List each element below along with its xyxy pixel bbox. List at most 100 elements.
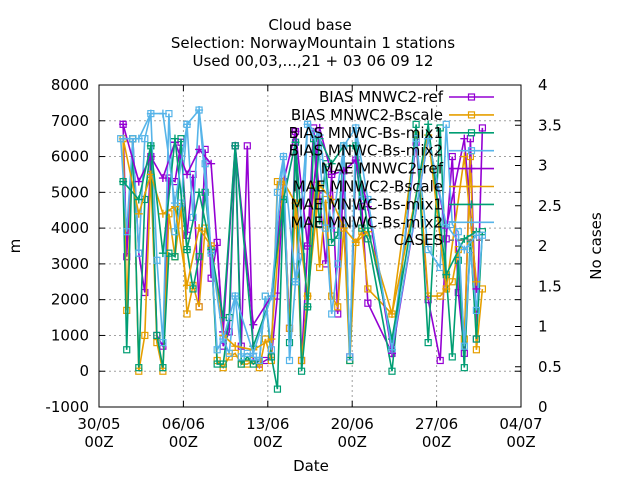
data-point [472,277,481,286]
legend-item: CASES [394,231,494,249]
data-point [183,281,192,290]
data-point [119,177,128,186]
data-point [153,331,161,340]
data-point [303,242,312,250]
data-point [364,285,372,293]
series-7 [119,106,481,358]
data-point [159,364,167,372]
y2-tick-label: 0.5 [538,358,562,376]
legend-marker [467,200,476,209]
x-tick-label: 06/06 [162,415,205,433]
data-point [472,335,480,343]
data-point [267,353,276,361]
data-point [460,152,469,161]
y2-tick-label: 1 [538,318,548,336]
data-point [146,141,155,150]
y2-tick-label: 2 [538,237,548,255]
data-point [237,360,245,368]
data-point [243,142,251,150]
data-point [291,277,300,286]
data-point [158,174,167,183]
legend-label: MAE MNWC-Bs-mix2 [290,213,443,231]
legend-item: MAE MNWC2-ref [321,160,494,178]
x-tick-label-time: 00Z [338,433,367,451]
data-point [460,342,468,350]
data-point [183,120,192,129]
data-point [436,356,444,365]
data-point [436,292,444,300]
data-point [339,166,348,175]
data-point [158,209,167,218]
legend-label: CASES [394,231,443,249]
legend-item: MAE MNWC2-Bscale [293,178,494,196]
legend-item: MAE MNWC-Bs-mix2 [290,213,494,231]
data-point [279,195,288,204]
data-point [387,309,396,318]
data-point [255,356,263,365]
data-point [267,292,276,301]
data-point [158,109,167,118]
legend-item: BIAS MNWC2-Bscale [291,106,494,124]
data-point [388,367,396,375]
data-point [460,245,469,254]
data-point [424,134,433,143]
data-point [454,256,462,264]
y-tick-label: 8000 [51,76,89,94]
data-point [195,224,204,233]
y-tick-label: 0 [79,362,89,380]
data-point [279,152,288,161]
data-point [334,260,342,268]
data-point [424,339,432,347]
legend-label: BIAS MNWC2-ref [319,88,444,106]
data-point [219,335,228,344]
legend-label: BIAS MNWC-Bs-mix2 [289,142,443,160]
legend-marker [467,93,476,101]
x-tick-label: 13/06 [246,415,289,433]
y-tick-label: -1000 [45,398,89,416]
data-point [213,346,221,354]
legend-marker [467,111,476,119]
y2-tick-label: 3.5 [538,116,562,134]
data-point [339,141,348,150]
legend-item: MAE MNWC-Bs-mix1 [290,195,494,213]
data-point [159,339,167,347]
x-tick-label-time: 00Z [506,433,535,451]
data-point [134,195,143,204]
legend-label: MAE MNWC2-ref [321,160,444,178]
y-tick-label: 6000 [51,148,89,166]
data-point [448,278,456,286]
legend-marker [467,218,476,227]
data-point [183,310,191,318]
data-point [339,224,348,233]
data-point [195,188,204,197]
chart-title: Cloud base Selection: NorwayMountain 1 s… [171,16,455,70]
data-point [141,331,149,340]
y2-tick-label: 3 [538,157,548,175]
data-point [387,345,396,354]
data-point [195,303,203,311]
data-point [285,356,294,365]
data-point [351,123,360,132]
data-point [119,134,128,143]
data-point [231,141,240,150]
data-point [472,346,480,354]
data-point [291,138,300,147]
data-point [328,310,336,318]
data-point [442,270,451,279]
data-point [183,245,192,254]
data-point [316,263,324,272]
x-tick-label: 30/05 [77,415,120,433]
x-axis-label: Date [293,457,329,475]
data-point [351,238,360,247]
x-tick-label: 27/06 [415,415,458,433]
data-point [424,120,433,129]
data-point [153,256,161,264]
data-point [158,249,167,258]
data-point [291,199,300,208]
data-point [315,131,324,140]
x-tick-label-time: 00Z [169,433,198,451]
legend-marker [467,164,476,173]
legend-label: MAE MNWC2-Bscale [293,178,443,196]
data-point [460,234,469,243]
